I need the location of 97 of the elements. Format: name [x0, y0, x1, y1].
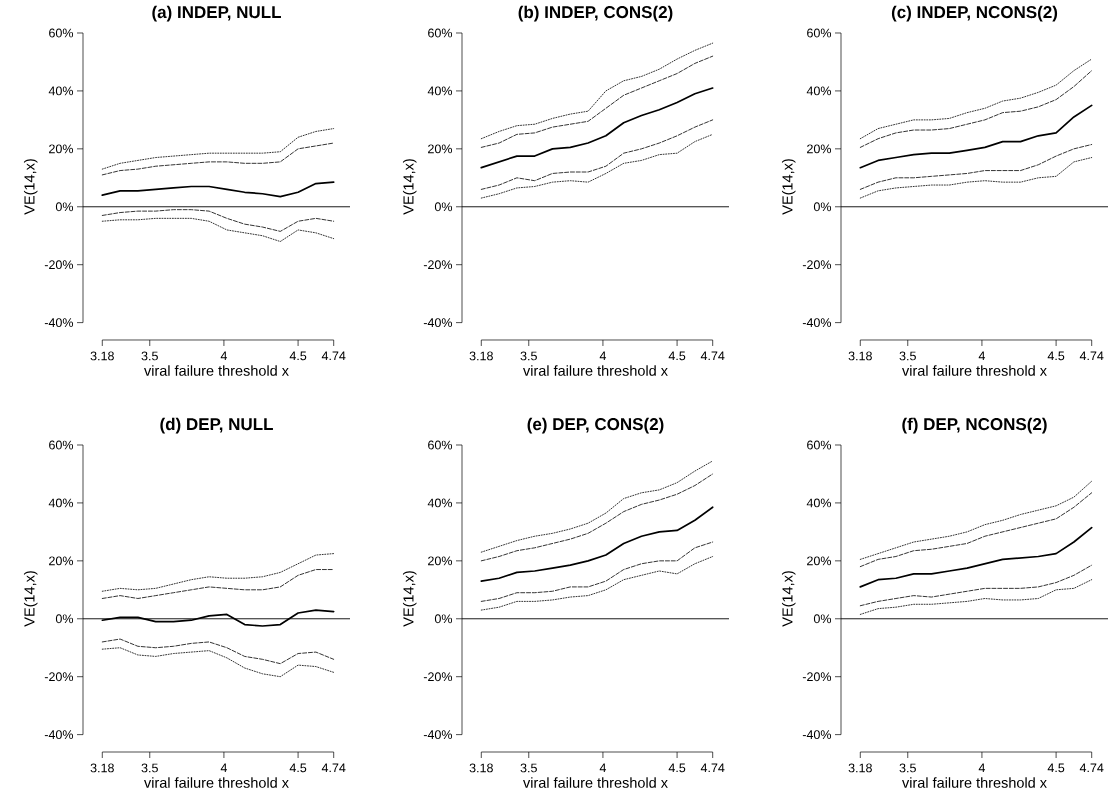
y-tick-label: 20% — [807, 144, 832, 154]
y-tick-label: 20% — [428, 144, 453, 154]
y-tick-label: -40% — [44, 318, 74, 328]
y-tick-label: -40% — [423, 730, 453, 740]
line-series — [480, 55, 714, 148]
y-axis-title: VE(14,x) — [23, 159, 38, 215]
x-tick-label: 4.74 — [700, 763, 725, 773]
y-tick-label: -20% — [802, 260, 832, 270]
line-series — [101, 209, 335, 232]
x-tick-label: 3.18 — [848, 351, 872, 361]
x-tick-label: 4.5 — [289, 351, 307, 361]
x-tick-label: 3.5 — [899, 351, 916, 361]
x-tick-label: 4.5 — [668, 763, 686, 773]
y-tick-label: 40% — [48, 498, 74, 508]
x-tick-label: 3.5 — [141, 763, 158, 773]
y-tick-label: 60% — [807, 440, 832, 450]
x-axis-title: viral failure threshold x — [902, 777, 1047, 788]
chart-title: (f) DEP, NCONS(2) — [902, 417, 1047, 434]
x-tick-label: 4 — [599, 763, 607, 773]
line-series — [480, 42, 714, 140]
y-axis-title: VE(14,x) — [402, 159, 417, 215]
y-tick-label: -40% — [802, 318, 832, 328]
x-axis-title: viral failure threshold x — [144, 365, 289, 376]
x-tick-label: 3.5 — [141, 351, 158, 361]
y-tick-label: -20% — [423, 672, 453, 682]
line-series — [480, 541, 714, 602]
y-tick-label: 0% — [434, 614, 453, 624]
x-tick-label: 4.74 — [321, 763, 346, 773]
y-tick-label: 40% — [806, 498, 832, 508]
x-tick-label: 3.18 — [848, 763, 872, 773]
y-tick-label: -40% — [44, 730, 74, 740]
x-tick-label: 4.5 — [668, 351, 686, 361]
line-series — [859, 579, 1093, 615]
chart-title: (b) INDEP, CONS(2) — [518, 5, 673, 22]
x-tick-label: 3.5 — [899, 763, 916, 773]
y-tick-label: 0% — [434, 202, 453, 212]
y-tick-label: 40% — [806, 86, 832, 96]
line-series — [480, 506, 714, 582]
x-tick-label: 4 — [599, 351, 607, 361]
x-tick-label: 3.18 — [90, 351, 114, 361]
x-tick-label: 4 — [220, 351, 228, 361]
y-tick-label: 0% — [55, 202, 74, 212]
y-tick-label: 20% — [428, 556, 453, 566]
x-tick-label: 4.5 — [1047, 351, 1065, 361]
x-tick-label: 4.74 — [700, 351, 725, 361]
y-tick-label: 40% — [48, 86, 74, 96]
chart-title: (d) DEP, NULL — [160, 417, 273, 434]
y-tick-label: 60% — [428, 440, 453, 450]
y-tick-label: 20% — [807, 556, 832, 566]
y-tick-label: -20% — [802, 672, 832, 682]
y-tick-label: -40% — [423, 318, 453, 328]
y-axis-title: VE(14,x) — [23, 571, 38, 627]
line-series — [101, 638, 335, 665]
x-tick-label: 4.74 — [1079, 763, 1104, 773]
y-tick-label: -40% — [802, 730, 832, 740]
line-series — [480, 119, 714, 190]
x-axis-title: viral failure threshold x — [902, 365, 1047, 376]
y-tick-label: 20% — [49, 144, 74, 154]
y-axis-title: VE(14,x) — [402, 571, 417, 627]
y-axis-title: VE(14,x) — [781, 571, 796, 627]
x-tick-label: 3.5 — [520, 763, 537, 773]
x-tick-label: 3.18 — [469, 763, 493, 773]
chart-title: (c) INDEP, NCONS(2) — [891, 5, 1058, 22]
x-tick-label: 3.5 — [520, 351, 537, 361]
x-tick-label: 4 — [978, 763, 986, 773]
x-tick-label: 4.5 — [289, 763, 307, 773]
x-axis-title: viral failure threshold x — [523, 365, 668, 376]
y-axis-title: VE(14,x) — [781, 159, 796, 215]
y-tick-label: 40% — [427, 86, 453, 96]
y-tick-label: -20% — [44, 260, 74, 270]
line-series — [859, 104, 1093, 169]
line-series — [101, 181, 335, 198]
y-tick-label: 60% — [49, 28, 74, 38]
y-tick-label: 60% — [49, 440, 74, 450]
x-tick-label: 4.74 — [1079, 351, 1104, 361]
y-tick-label: -20% — [423, 260, 453, 270]
y-tick-label: 0% — [813, 202, 832, 212]
chart-title: (e) DEP, CONS(2) — [527, 417, 664, 434]
x-axis-title: viral failure threshold x — [523, 777, 668, 788]
line-series — [480, 133, 714, 199]
y-tick-label: 60% — [428, 28, 453, 38]
x-axis-title: viral failure threshold x — [144, 777, 289, 788]
y-tick-label: 40% — [427, 498, 453, 508]
chart-title: (a) INDEP, NULL — [152, 5, 281, 22]
line-series — [101, 569, 335, 599]
y-tick-label: -20% — [44, 672, 74, 682]
line-series — [480, 556, 714, 611]
y-tick-label: 0% — [813, 614, 832, 624]
y-tick-label: 60% — [807, 28, 832, 38]
x-tick-label: 4 — [978, 351, 986, 361]
x-tick-label: 4 — [220, 763, 228, 773]
x-tick-label: 3.18 — [469, 351, 493, 361]
x-tick-label: 4.74 — [321, 351, 346, 361]
x-tick-label: 4.5 — [1047, 763, 1065, 773]
x-tick-label: 3.18 — [90, 763, 114, 773]
y-tick-label: 20% — [49, 556, 74, 566]
y-tick-label: 0% — [55, 614, 74, 624]
